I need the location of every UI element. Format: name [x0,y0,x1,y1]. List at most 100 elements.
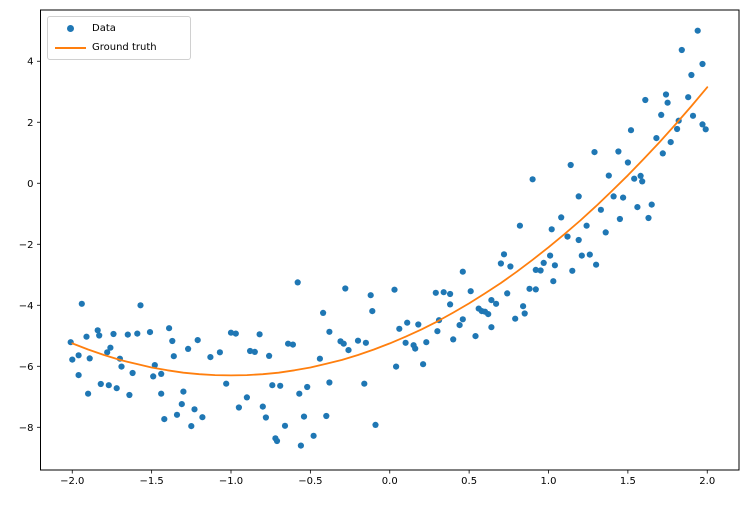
data-point [113,385,120,392]
data-point [664,99,671,106]
data-point [124,331,131,338]
legend-item-ground-truth: Ground truth [48,40,190,56]
data-point [85,390,92,397]
data-point [251,348,258,355]
data-point [659,150,666,157]
data-point [207,354,214,361]
data-point [310,432,317,439]
data-point [624,159,632,166]
legend-item-data: Data [48,21,190,37]
data-point [447,290,454,298]
data-point [678,46,685,54]
data-point [134,330,141,337]
data-point [97,380,104,388]
data-point [459,268,466,275]
ground-truth-line-icon [48,46,92,49]
data-point [296,390,303,397]
data-point [169,337,176,345]
data-point [569,267,576,274]
x-tick-label: 0.5 [461,476,477,487]
data-point [104,349,111,356]
data-point [396,325,403,332]
data-point [540,259,547,266]
data-point [564,233,571,240]
data-point [158,370,165,377]
data-point [472,333,479,340]
data-point [699,121,706,128]
y-tick-label: 4 [27,57,33,68]
data-point [512,315,519,322]
data-point [667,139,674,146]
data-point [191,406,198,413]
data-point [642,96,649,104]
data-point [685,94,692,101]
data-point [631,175,638,182]
data-point [586,251,593,258]
data-point [289,341,296,348]
data-point [367,292,374,299]
data-point [467,288,474,295]
data-point [320,309,327,316]
data-point [537,267,544,274]
data-point [616,215,624,223]
data-point [199,414,206,421]
data-point [75,352,82,359]
data-point [662,91,670,98]
data-point [105,382,112,389]
data-point [362,339,369,346]
data-point [316,355,323,362]
data-point [694,27,701,34]
data-point [516,222,524,229]
data-marker-icon [48,25,92,32]
data-point [450,336,457,343]
data-point [69,356,76,363]
data-point [548,226,555,233]
data-point [520,303,527,310]
axes-frame [40,9,740,471]
data-point [597,206,605,213]
ticks-layer: −2.0 −1.5 −1.0 −0.5 0.0 0.5 1.0 1.5 2.0 4 2 0 −2 −4 −6… [19,57,715,487]
data-point [658,111,665,118]
data-point [158,390,165,397]
data-point [369,308,376,315]
data-point [529,176,536,183]
data-point [110,330,117,338]
y-tick-label: 0 [27,179,33,190]
data-point [300,413,308,420]
data-point [342,285,349,292]
ground-truth-line [71,86,709,377]
data-point [372,421,379,428]
x-tick-label: −2.0 [60,476,84,487]
data-point [412,345,419,352]
data-point [185,345,192,352]
data-point [161,416,168,423]
data-point [273,437,281,445]
data-point [627,127,635,134]
data-point [326,328,333,335]
data-point [558,214,565,221]
data-point [402,339,409,346]
data-point [354,337,362,344]
data-point [526,285,533,292]
data-point [547,252,554,259]
x-tick-label: −1.5 [139,476,163,487]
data-point [304,383,311,391]
data-point [361,380,368,387]
x-tick-label: −0.5 [298,476,322,487]
data-point [404,319,411,326]
data-point [615,148,622,155]
data-point [180,388,187,395]
data-point [259,403,266,410]
data-point [266,352,273,359]
data-point [137,302,144,309]
data-point [575,236,582,244]
data-point [83,333,90,340]
data-point [702,126,709,133]
data-point [593,261,600,268]
data-point [170,353,177,360]
data-layer [67,27,709,449]
data-point [227,329,235,336]
data-point [532,266,539,273]
